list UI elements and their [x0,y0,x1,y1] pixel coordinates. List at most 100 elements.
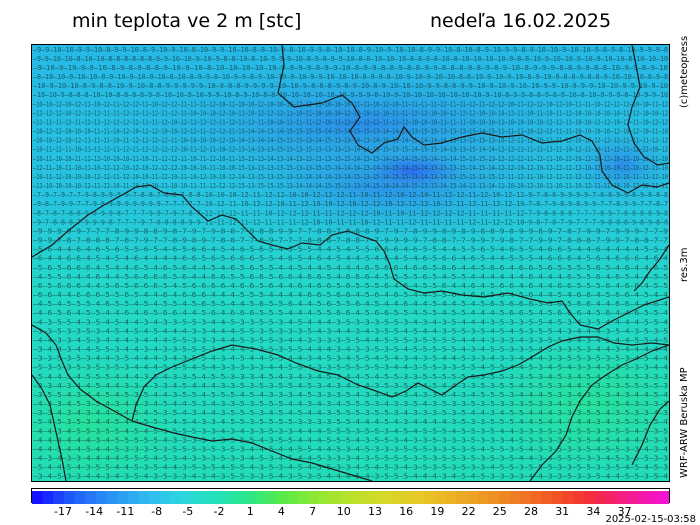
grid-value-row: –12–12–12–10–12–12–12–11–11–12–12–11–12–… [33,109,668,117]
color-scale-step [74,491,86,504]
grid-value-row: –7–9–7–9–7–7–9–8–9–9–9–9–7–8–8–7–8–8–7–8… [33,191,668,199]
forecast-date: nedeľa 16.02.2025 [430,10,612,32]
color-scale-step [223,491,235,504]
color-scale-step [414,491,426,504]
temperature-value-grid: –9–9–10–10–9–9–10–8–9–9–10–8–9–10–9–10–8… [33,46,668,481]
color-scale-step [138,491,150,504]
border-west [32,374,67,481]
color-scale-step [339,491,352,504]
color-scale-step [286,491,299,504]
grid-value-row: –11–11–11–12–11–12–12–12–12–12–12–11–11–… [33,118,668,126]
color-scale-tick-label: 31 [555,505,570,518]
color-scale-step [106,491,118,504]
color-scale-step [467,491,479,504]
grid-value-row: –3–3–4–3–4–3–4–4–3–4–5–4–5–3–5–4–3–4–4–3… [33,409,668,417]
color-scale-step [382,491,394,504]
temperature-map[interactable]: –9–9–10–10–9–9–10–8–9–9–10–8–9–10–9–10–8… [31,44,670,482]
grid-value-row: –9–10–9–10–9–9–10–8–9–8–9–8–8–9–10–9–10–… [33,64,668,72]
model-run-timestamp: 2025-02-15-03:58 [605,514,696,525]
grid-value-row: –10–10–9–8–8–8–10–10–8–8–8–8–9–8–10–10–9… [33,91,668,99]
color-scale-step [244,491,256,504]
grid-value-row: –6–6–4–4–6–6–6–5–5–6–5–4–4–6–4–6–6–6–4–4… [33,291,668,299]
color-scale-step [254,491,267,504]
grid-value-row: –4–4–5–4–4–5–4–4–5–3–3–3–5–3–5–5–5–3–5–3… [33,445,668,453]
color-scale-step [594,491,606,504]
color-scale-tick-label: 10 [336,505,351,518]
color-scale-step [318,491,330,504]
color-scale-step [63,491,76,504]
color-scale-tick-label: 37 [617,505,632,518]
color-scale-tick-label: 4 [277,505,285,518]
color-scale-tick-label: -2 [213,505,225,518]
color-scale-bar [31,488,670,504]
color-scale-step [626,491,638,504]
color-scale-step [170,491,182,504]
color-scale-step [403,491,415,504]
grid-value-row: –10–11–12–11–10–11–12–12–11–12–11–12–12–… [33,146,668,154]
color-scale-step [233,491,245,504]
grid-value-row: –10–10–12–10–12–11–10–12–11–12–12–11–10–… [33,100,668,108]
color-scale-step [658,491,670,504]
grid-value-row: –5–4–4–5–4–5–5–5–4–4–4–3–5–4–3–3–5–4–5–5… [33,373,668,381]
color-scale-step [191,491,203,504]
grid-value-row: –5–3–5–3–5–3–5–3–5–3–4–4–4–5–3–5–4–5–4–3… [33,364,668,372]
grid-value-row: –9–9–10–10–9–9–10–8–9–9–10–8–9–10–9–10–8… [33,46,668,54]
color-scale-tick-label: 19 [430,505,445,518]
color-scale-step [541,491,553,504]
grid-value-row: –4–4–3–4–5–5–3–5–5–4–5–4–5–3–5–5–5–3–3–4… [33,427,668,435]
color-scale-step [95,491,107,504]
color-scale-step [605,491,617,504]
color-scale-step [116,491,129,504]
color-scale-step [53,491,65,504]
model-label: WRF-ARW Beruska MP [679,367,690,478]
color-scale-step [552,491,564,504]
grid-value-row: –9–7–8–8–8–7–9–9–9–8–7–7–7–9–7–8–8–8–8–9… [33,218,668,226]
resolution-label: res.3m [679,247,690,282]
border-south [32,184,669,330]
color-scale-step [127,491,139,504]
grid-value-row: –3–4–5–3–3–4–4–3–4–3–5–4–3–5–3–3–4–3–4–3… [33,473,668,481]
grid-value-row: –4–6–5–6–4–5–5–4–4–6–4–6–5–6–6–4–4–5–6–4… [33,309,668,317]
grid-value-row: –9–9–7–8–7–8–8–8–7–8–7–9–7–7–8–9–8–9–7–8… [33,237,668,245]
color-scale-step [361,491,373,504]
color-scale-tick-label: 28 [524,505,538,518]
color-scale-tick-label: 22 [461,505,476,518]
color-scale-tick-label: 16 [399,505,414,518]
color-scale-ticks: -17 -14 -11 -8 -5 -2 1 4 7 10 13 16 19 22 25 28 31 34 37 [31,505,668,519]
grid-value-row: –4–4–3–3–4–5–3–4–4–4–3–4–4–4–5–5–3–3–3–4… [33,336,668,344]
color-scale-step [159,491,171,504]
grid-value-row: –4–5–5–6–4–4–6–4–4–5–6–6–6–6–5–6–4–4–6–6… [33,273,668,281]
color-scale-step [350,491,362,504]
color-scale-tick-label: 13 [368,505,382,518]
grid-value-row: –10–11–12–10–10–10–12–12–11–12–10–10–11–… [33,173,668,181]
color-scale-step [435,491,447,504]
grid-value-row: –5–6–5–6–6–6–4–5–4–4–6–5–4–6–5–6–4–4–5–4… [33,264,668,272]
color-scale-tick-label: 1 [246,505,254,518]
copyright-label: (c)meteopress [679,35,690,108]
grid-value-row: –8–10–10–9–10–10–8–9–10–9–10–9–10–8–10–8… [33,73,668,81]
color-scale-tick-label: -17 [54,505,72,518]
color-scale-step [584,491,596,504]
color-scale-step [530,491,543,504]
grid-value-row: –10–9–10–10–8–9–8–8–10–9–10–8–8–9–9–9–9–… [33,82,668,90]
color-scale-step [308,491,320,504]
color-scale-step [446,491,458,504]
grid-value-row: –8–7–8–7–8–8–9–8–9–9–8–7–7–7–9–9–7–9–7–8… [33,209,668,217]
grid-value-row: –5–6–4–4–6–4–6–5–6–5–5–6–5–4–6–5–6–6–4–5… [33,246,668,254]
map-title: min teplota ve 2 m [stc] [72,10,302,32]
color-scale-tick-label: -14 [85,505,104,518]
border-southeast [631,400,669,466]
color-scale-step [615,491,628,504]
warm-area-east [482,335,669,475]
color-scale-tick-label: -8 [151,505,163,518]
color-scale-step [201,491,214,504]
color-scale-step [180,491,192,504]
color-scale-tick-label: 7 [309,505,317,518]
color-scale-step [477,491,490,504]
color-scale-step [297,491,309,504]
grid-value-row: –6–5–6–6–6–4–4–5–6–5–6–6–6–5–4–5–6–6–6–6… [33,282,668,290]
grid-value-row: –4–5–4–5–5–5–4–6–5–5–4–5–4–5–5–4–5–6–5–5… [33,300,668,308]
grid-value-row: –3–4–4–3–4–4–5–5–3–4–4–3–4–3–3–5–5–5–3–4… [33,346,668,354]
border-east-north [627,45,669,166]
grid-value-row: –9–9–10–10–8–10–10–8–8–8–8–8–8–9–9–10–10… [33,55,668,63]
